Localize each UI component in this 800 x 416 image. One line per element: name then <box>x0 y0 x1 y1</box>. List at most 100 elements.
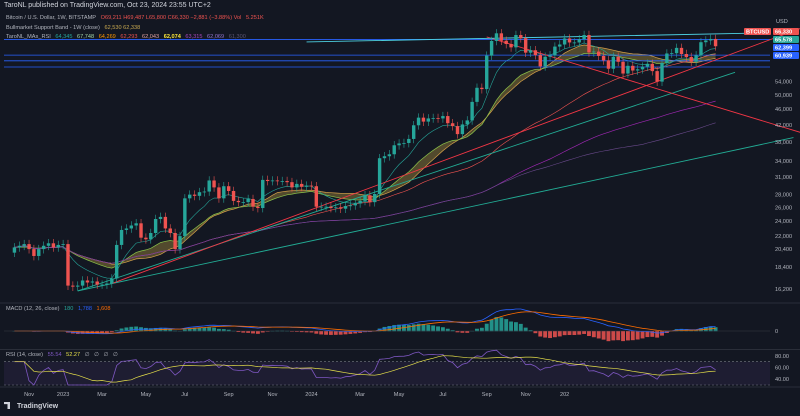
candle-body <box>485 55 489 90</box>
macd-histogram-bar <box>353 331 358 334</box>
candle-body <box>285 181 289 183</box>
macd-histogram-bar <box>689 330 694 332</box>
candle-body <box>66 244 70 286</box>
macd-histogram-bar <box>182 329 187 332</box>
macd-histogram-bar <box>421 324 426 332</box>
macd-histogram-bar <box>80 331 85 334</box>
macd-histogram-bar <box>309 331 314 333</box>
legend-bmsb-label[interactable]: Bullmarket Support Band - 1W (close) <box>6 25 100 31</box>
legend-rsi-value: 55.54 <box>47 352 62 358</box>
macd-histogram-bar <box>694 329 699 332</box>
macd-histogram-bar <box>548 331 552 339</box>
candle-body <box>168 228 172 234</box>
candle-body <box>480 87 484 90</box>
symbol-price-label[interactable] <box>744 28 771 35</box>
rsi-axis-tick: 80.00 <box>775 354 789 360</box>
legend-ma-value: 64,269 <box>98 34 116 40</box>
macd-histogram-bar <box>109 331 114 333</box>
legend-ma-value: 62,293 <box>120 34 138 40</box>
legend-symbol-name[interactable]: Bitcoin / U.S. Dollar, 1W, BITSTAMP <box>6 15 97 21</box>
legend-macd-hist: 180 <box>64 306 74 312</box>
macd-histogram-bar <box>212 327 217 332</box>
candle-body <box>217 187 221 199</box>
tradingview-logo-text: TradingView <box>17 403 59 410</box>
time-axis-tick: Jul <box>439 392 446 398</box>
candle-body <box>158 216 163 220</box>
trendline-green-upper[interactable] <box>77 71 736 292</box>
time-axis-tick: Sep <box>482 392 492 398</box>
macd-histogram-bar <box>314 331 319 334</box>
macd-histogram-bar <box>221 329 226 332</box>
price-badge[interactable] <box>773 44 799 51</box>
candle-body <box>684 54 689 58</box>
price-badge[interactable] <box>773 36 799 43</box>
legend-mas-label[interactable]: TaroNL_MAs_RSI <box>6 34 51 40</box>
macd-histogram-bar <box>124 327 129 332</box>
macd-histogram-bar <box>358 331 363 333</box>
time-axis-tick: May <box>394 392 405 398</box>
candle-body <box>290 182 294 188</box>
legend-rsi-label[interactable]: RSI (14, close) <box>6 352 43 358</box>
trendline-green-lower[interactable] <box>77 137 794 292</box>
candle-body <box>85 280 90 283</box>
price-axis-tick: 34,000 <box>775 159 792 165</box>
candle-body <box>387 154 392 157</box>
macd-histogram-bar <box>255 331 260 334</box>
candle-body <box>163 216 168 229</box>
candle-body <box>421 117 426 122</box>
candle-body <box>382 156 387 159</box>
macd-histogram-bar <box>440 327 445 332</box>
trendline-red-rising[interactable] <box>111 27 800 284</box>
candle-body <box>689 57 693 62</box>
time-axis-tick: 2023 <box>57 392 69 398</box>
macd-histogram-bar <box>129 326 134 332</box>
price-badge[interactable] <box>773 52 799 59</box>
candle-body <box>699 42 703 56</box>
publisher-line: TaroNL published on TradingView.com, Oct… <box>4 2 211 9</box>
price-badge[interactable] <box>773 28 799 35</box>
candle-body <box>110 278 114 284</box>
macd-line <box>14 308 716 335</box>
candle-body <box>309 185 314 187</box>
candle-body <box>572 42 577 44</box>
macd-histogram-bar <box>143 327 148 332</box>
legend-rsi-extra: ∅ <box>113 352 118 358</box>
candle-body <box>76 285 80 287</box>
candle-body <box>460 124 465 135</box>
candle-body <box>183 198 187 237</box>
price-axis-tick: 38,000 <box>775 140 792 146</box>
macd-histogram-bar <box>645 331 650 338</box>
candle-body <box>334 207 338 209</box>
rsi-axis-tick: 60.00 <box>775 366 789 372</box>
candle-body <box>207 180 211 192</box>
time-axis-tick: 202 <box>560 392 569 398</box>
legend-macd-label[interactable]: MACD (12, 26, close) <box>6 306 60 312</box>
legend-ohlc: O69,211 H69,487 L65,800 C66,330 −2,881 (… <box>100 15 242 21</box>
rsi-axis-tick: 40.00 <box>775 377 789 383</box>
macd-histogram-bar <box>246 331 251 333</box>
tradingview-logo[interactable]: TradingView <box>4 402 58 410</box>
candle-body <box>548 55 552 57</box>
candle-body <box>329 206 333 209</box>
legend-rsi: RSI (14, close) 55.54 52.27 ∅ ∅ ∅ ∅ <box>6 352 121 358</box>
trendline-red-falling[interactable] <box>486 36 800 133</box>
candle-body <box>562 38 567 45</box>
candle-body <box>694 55 698 62</box>
macd-histogram-bar <box>513 322 518 332</box>
legend-ma-value: 62,043 <box>142 34 160 40</box>
candle-body <box>139 223 143 238</box>
macd-histogram-bar <box>552 331 557 338</box>
macd-histogram-bar <box>635 331 640 340</box>
candle-body <box>626 65 630 74</box>
candle-body <box>538 55 542 67</box>
macd-histogram-bar <box>596 331 601 339</box>
candle-body <box>95 281 99 285</box>
legend-ma-value: 61,300 <box>228 34 246 40</box>
legend-ma-value: 63,315 <box>185 34 203 40</box>
macd-histogram-bar <box>655 331 660 338</box>
candle-body <box>178 236 182 250</box>
macd-histogram-bar <box>543 331 548 338</box>
macd-histogram-bar <box>382 326 387 332</box>
candle-body <box>674 47 679 54</box>
